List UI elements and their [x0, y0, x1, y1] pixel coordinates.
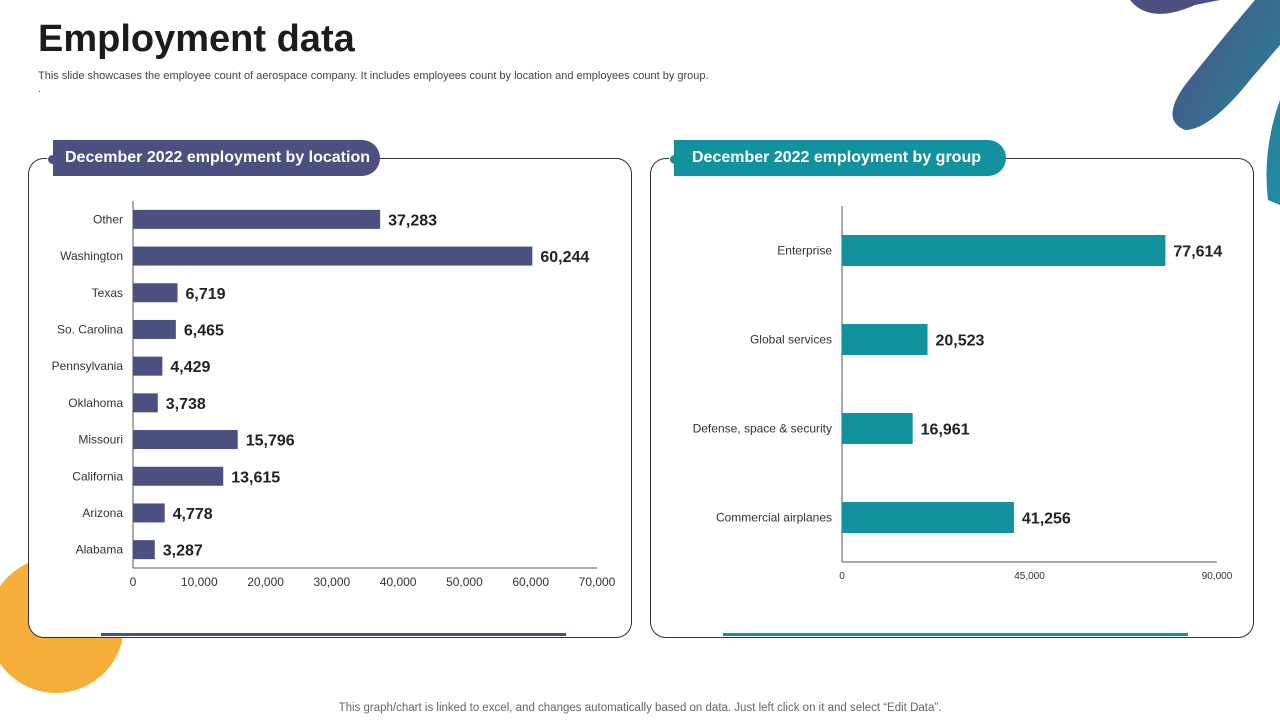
data-label: 3,738	[166, 396, 206, 413]
x-tick-label: 10,000	[181, 575, 218, 589]
bar-alabama	[133, 540, 155, 560]
bar-commercial-airplanes	[842, 502, 1014, 533]
bar-texas	[133, 283, 178, 303]
x-tick-label: 90,000	[1202, 571, 1233, 582]
x-tick-label: 20,000	[247, 575, 284, 589]
x-tick-label: 40,000	[380, 575, 417, 589]
category-label: Washington	[60, 249, 123, 263]
page-subtitle: This slide showcases the employee count …	[38, 70, 709, 82]
bar-so-carolina	[133, 319, 176, 339]
category-label: Texas	[92, 286, 123, 300]
bar-california	[133, 466, 224, 486]
bar-oklahoma	[133, 393, 158, 413]
location-chart-title: December 2022 employment by location	[53, 140, 380, 176]
bar-other	[133, 209, 381, 229]
bar-washington	[133, 246, 533, 266]
category-label: California	[72, 469, 123, 483]
category-label: Global services	[750, 333, 832, 347]
x-tick-label: 60,000	[512, 575, 549, 589]
category-label: Missouri	[78, 433, 123, 447]
x-tick-label: 30,000	[314, 575, 351, 589]
category-label: Commercial airplanes	[716, 511, 832, 525]
group-accent-line	[723, 633, 1188, 636]
category-label: Oklahoma	[68, 396, 123, 410]
x-tick-label: 45,000	[1014, 571, 1045, 582]
data-label: 77,614	[1173, 244, 1222, 261]
subtitle-dot: .	[38, 84, 41, 95]
data-label: 37,283	[388, 212, 437, 229]
category-label: Arizona	[82, 506, 123, 520]
category-label: Defense, space & security	[693, 422, 832, 436]
data-label: 41,256	[1022, 511, 1071, 528]
data-label: 60,244	[540, 249, 589, 266]
bar-arizona	[133, 503, 165, 523]
bar-enterprise	[842, 235, 1166, 266]
category-label: Other	[93, 212, 123, 226]
location-chart-panel	[28, 158, 632, 638]
bar-global-services	[842, 324, 928, 355]
data-label: 16,961	[921, 422, 970, 439]
data-label: 4,429	[170, 359, 210, 376]
bar-missouri	[133, 430, 238, 450]
category-label: Pennsylvania	[52, 359, 124, 373]
group-chart-title: December 2022 employment by group	[674, 140, 1006, 176]
data-label: 13,615	[231, 469, 280, 486]
data-label: 3,287	[163, 543, 203, 560]
category-label: Enterprise	[777, 244, 832, 258]
data-label: 6,719	[186, 286, 226, 303]
ribbon-shape-top	[1130, 0, 1220, 14]
ribbon-shape	[1172, 0, 1280, 205]
bar-defense-space-security	[842, 413, 913, 444]
page-title: Employment data	[38, 18, 355, 60]
category-label: So. Carolina	[57, 322, 123, 336]
x-tick-label: 70,000	[579, 575, 616, 589]
x-tick-label: 50,000	[446, 575, 483, 589]
bar-pennsylvania	[133, 356, 163, 376]
data-label: 20,523	[936, 333, 985, 350]
footer-note: This graph/chart is linked to excel, and…	[338, 702, 942, 714]
location-accent-line	[101, 633, 566, 636]
data-label: 6,465	[184, 322, 224, 339]
x-tick-label: 0	[130, 575, 137, 589]
x-tick-label: 0	[839, 571, 845, 582]
data-label: 4,778	[173, 506, 213, 523]
category-label: Alabama	[76, 543, 124, 557]
data-label: 15,796	[246, 433, 295, 450]
